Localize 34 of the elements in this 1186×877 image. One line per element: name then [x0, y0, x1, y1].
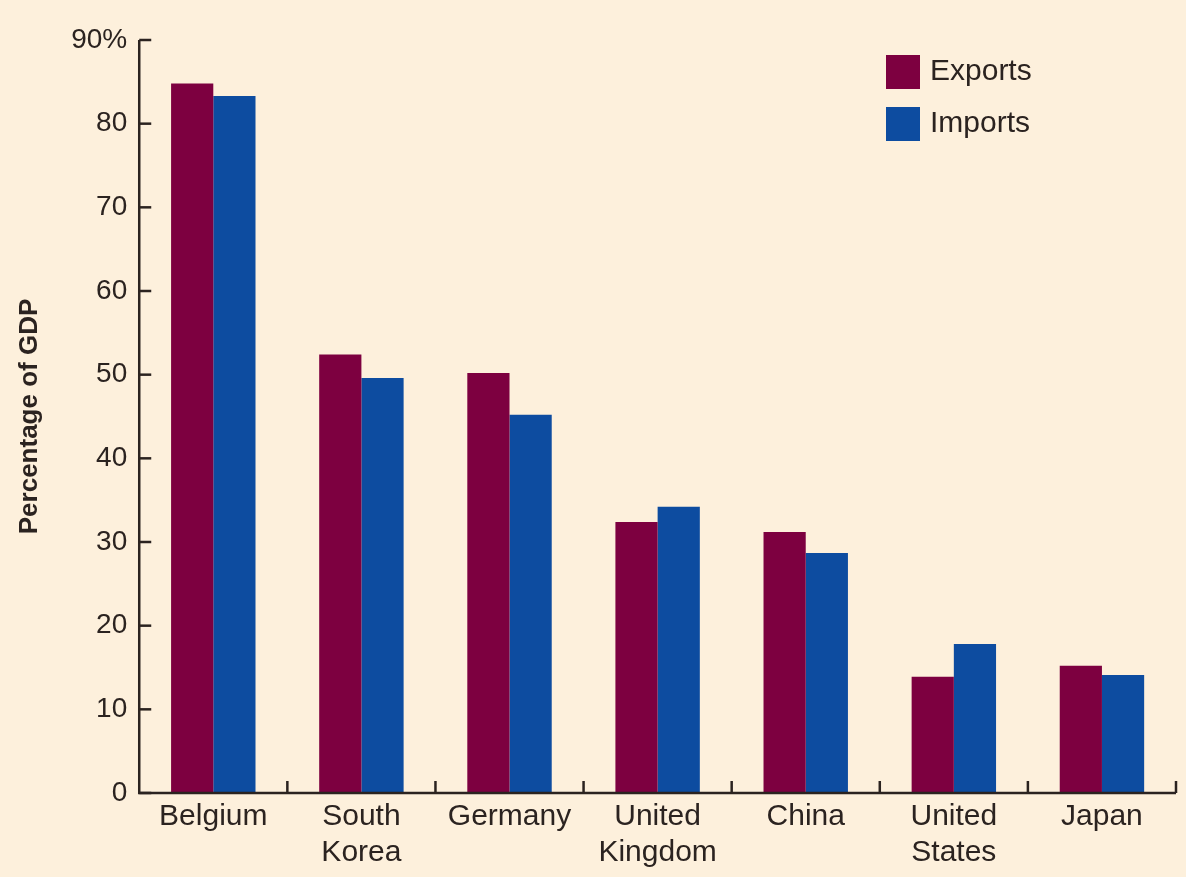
y-tick-label: 90% — [71, 22, 128, 54]
y-axis-title: Percentage of GDP — [12, 298, 43, 535]
bar — [805, 552, 848, 793]
y-tick-label: 30 — [96, 524, 128, 556]
x-tick-label: Belgium — [159, 798, 268, 832]
y-tick-label: 0 — [111, 775, 128, 807]
y-tick-label: 10 — [96, 692, 128, 724]
bar — [361, 378, 404, 793]
x-tick-label: Germany — [447, 798, 572, 832]
bar — [171, 83, 214, 793]
y-tick-label: 60 — [96, 273, 128, 305]
bar — [467, 372, 510, 793]
x-tick-label: China — [766, 798, 846, 832]
legend-label: Imports — [930, 105, 1031, 139]
bar — [509, 414, 552, 793]
x-tick-label: United Kingdom — [598, 798, 717, 868]
bar — [1059, 665, 1102, 793]
x-tick-label: Japan — [1061, 798, 1143, 832]
y-tick-label: 40 — [96, 441, 128, 473]
x-tick-label: United States — [910, 798, 998, 868]
bar — [763, 531, 806, 793]
y-tick-label: 20 — [96, 608, 128, 640]
bar — [911, 676, 954, 793]
y-tick-label: 70 — [96, 190, 128, 222]
bar — [615, 521, 658, 793]
bar — [953, 644, 997, 793]
y-tick-label: 80 — [96, 106, 128, 138]
legend-label: Exports — [930, 53, 1032, 87]
bar — [319, 354, 362, 793]
bar — [1101, 675, 1145, 793]
bar — [213, 96, 256, 793]
bar — [657, 506, 700, 793]
x-tick-label: South Korea — [321, 798, 402, 868]
y-tick-label: 50 — [96, 357, 128, 389]
